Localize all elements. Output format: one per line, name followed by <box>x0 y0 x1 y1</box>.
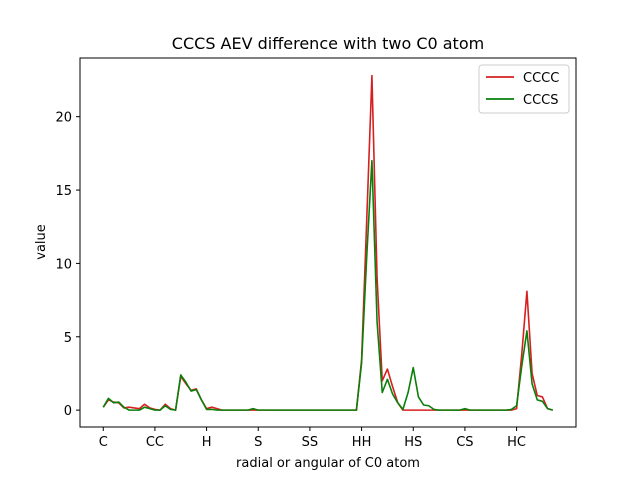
x-tick-label: HS <box>404 435 422 450</box>
y-tick-label: 15 <box>55 184 72 199</box>
y-tick-label: 0 <box>64 404 72 419</box>
chart-title: CCCS AEV difference with two C0 atom <box>172 34 484 53</box>
y-tick-label: 5 <box>64 331 72 346</box>
x-tick-label: HC <box>507 435 526 450</box>
legend-label-cccs: CCCS <box>523 93 558 108</box>
x-tick-label: CC <box>146 435 164 450</box>
x-tick-label: SS <box>302 435 319 450</box>
y-tick-label: 20 <box>55 111 72 126</box>
x-tick-label: C <box>99 435 108 450</box>
x-tick-label: H <box>202 435 212 450</box>
x-tick-label: HH <box>352 435 372 450</box>
x-axis-label: radial or angular of C0 atom <box>236 456 420 471</box>
plot-area <box>79 57 577 428</box>
y-axis-label: value <box>34 224 49 260</box>
y-axis: 0 5 10 15 20 <box>55 111 80 419</box>
axes-frame <box>79 57 577 428</box>
x-axis: C CC H S SS HH HS CS HC <box>99 427 526 450</box>
y-tick-label: 10 <box>55 257 72 272</box>
x-tick-label: S <box>254 435 262 450</box>
legend: CCCC CCCS <box>478 64 570 114</box>
x-tick-label: CS <box>456 435 473 450</box>
series-line-cccs <box>102 159 553 411</box>
legend-label-cccc: CCCC <box>523 71 559 86</box>
